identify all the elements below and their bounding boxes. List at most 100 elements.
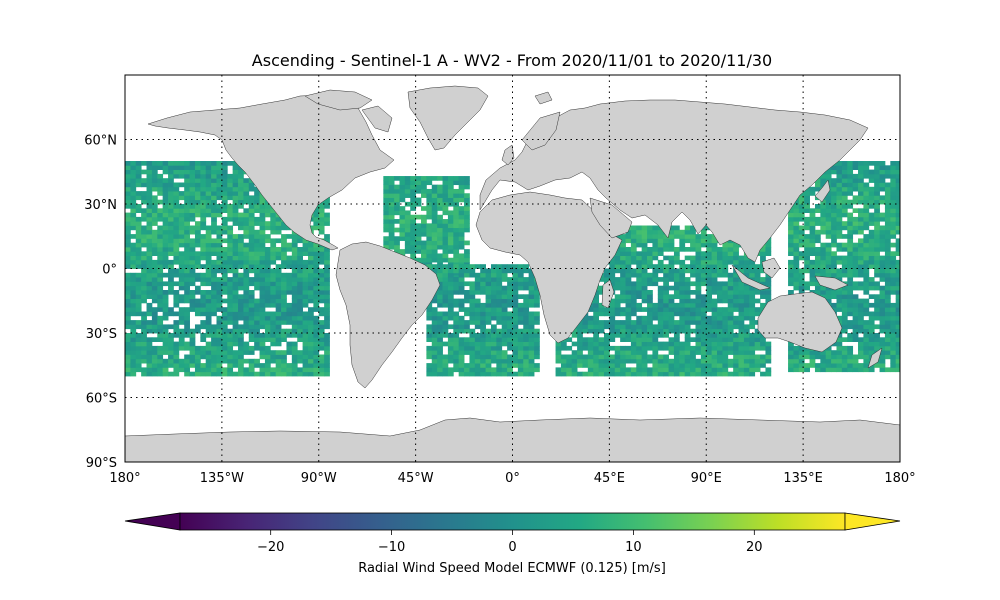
wind-speed-cell <box>679 234 686 239</box>
wind-speed-cell <box>264 337 271 342</box>
wind-speed-cell <box>507 371 513 377</box>
wind-speed-cell <box>211 285 217 291</box>
wind-speed-cell <box>125 350 131 355</box>
wind-speed-cell <box>388 197 395 203</box>
wind-speed-cell <box>227 277 234 282</box>
wind-speed-cell <box>297 294 303 299</box>
wind-speed-cell <box>625 367 632 373</box>
wind-speed-cell <box>663 285 669 291</box>
wind-speed-cell <box>184 315 190 321</box>
wind-speed-cell <box>809 208 816 213</box>
wind-speed-cell <box>895 199 900 205</box>
wind-speed-cell <box>259 234 266 239</box>
wind-speed-cell <box>291 264 298 269</box>
wind-speed-cell <box>404 227 411 233</box>
wind-speed-cell <box>275 229 282 235</box>
wind-speed-cell <box>135 307 142 312</box>
wind-speed-cell <box>442 324 449 330</box>
wind-speed-cell <box>157 367 164 373</box>
wind-speed-cell <box>668 247 675 252</box>
wind-speed-cell <box>679 238 686 244</box>
wind-speed-cell <box>130 169 137 175</box>
wind-speed-cell <box>410 240 417 246</box>
wind-speed-cell <box>189 186 196 192</box>
wind-speed-cell <box>636 363 643 368</box>
wind-speed-cell <box>146 161 153 166</box>
wind-speed-cell <box>141 234 147 239</box>
wind-speed-cell <box>318 259 325 265</box>
wind-speed-cell <box>151 234 158 239</box>
wind-speed-cell <box>523 315 530 321</box>
wind-speed-cell <box>895 341 900 347</box>
wind-speed-cell <box>625 315 632 321</box>
wind-speed-cell <box>636 350 643 355</box>
wind-speed-cell <box>700 311 707 317</box>
wind-speed-cell <box>684 320 691 325</box>
wind-speed-cell <box>749 277 756 282</box>
wind-speed-cell <box>178 204 185 209</box>
wind-speed-cell <box>657 264 664 269</box>
wind-speed-cell <box>173 199 180 205</box>
wind-speed-cell <box>647 238 653 244</box>
wind-speed-cell <box>625 272 632 278</box>
wind-speed-cell <box>254 358 260 364</box>
wind-speed-cell <box>464 311 470 317</box>
wind-speed-cell <box>157 251 164 256</box>
wind-speed-cell <box>216 229 223 235</box>
wind-speed-cell <box>831 354 837 360</box>
wind-speed-cell <box>684 225 691 231</box>
wind-speed-cell <box>189 182 196 188</box>
wind-speed-cell <box>194 264 201 269</box>
wind-speed-cell <box>243 311 250 317</box>
wind-speed-cell <box>738 341 745 347</box>
wind-speed-cell <box>453 311 460 317</box>
wind-speed-cell <box>157 182 164 188</box>
wind-speed-cell <box>141 290 147 295</box>
wind-speed-cell <box>480 311 486 317</box>
wind-speed-cell <box>863 216 870 222</box>
wind-speed-cell <box>884 204 891 209</box>
wind-speed-cell <box>884 191 891 196</box>
wind-speed-cell <box>534 298 540 304</box>
wind-speed-cell <box>200 178 207 183</box>
wind-speed-cell <box>874 191 880 196</box>
wind-speed-cell <box>760 247 766 252</box>
wind-speed-cell <box>884 290 891 295</box>
wind-speed-cell <box>711 272 718 278</box>
wind-speed-cell <box>254 264 260 269</box>
lon-tick-label: 45°W <box>398 471 434 486</box>
wind-speed-cell <box>690 264 696 269</box>
wind-speed-cell <box>307 264 314 269</box>
wind-speed-cell <box>722 315 729 321</box>
wind-speed-cell <box>652 350 659 355</box>
wind-speed-cell <box>841 259 848 265</box>
wind-speed-cell <box>135 298 142 304</box>
wind-speed-cell <box>275 311 282 317</box>
wind-speed-cell <box>453 193 460 198</box>
wind-speed-cell <box>630 345 637 351</box>
wind-speed-cell <box>318 255 325 261</box>
wind-speed-cell <box>211 371 217 377</box>
wind-speed-cell <box>281 255 287 261</box>
wind-speed-cell <box>485 281 492 287</box>
wind-speed-cell <box>657 311 664 317</box>
wind-speed-cell <box>141 277 147 282</box>
wind-speed-cell <box>868 173 875 179</box>
wind-speed-cell <box>211 363 217 368</box>
wind-speed-cell <box>141 178 147 183</box>
wind-speed-cell <box>858 186 864 192</box>
wind-speed-cell <box>668 242 675 248</box>
wind-speed-cell <box>874 212 880 218</box>
wind-speed-cell <box>464 371 470 377</box>
wind-speed-cell <box>630 229 637 235</box>
wind-speed-cell <box>221 345 228 351</box>
wind-speed-cell <box>847 320 854 325</box>
wind-speed-cell <box>421 206 427 211</box>
land-madagascar <box>601 279 615 309</box>
wind-speed-cell <box>577 337 583 342</box>
wind-speed-cell <box>847 259 854 265</box>
wind-speed-cell <box>603 307 610 312</box>
wind-speed-cell <box>227 345 234 351</box>
wind-speed-cell <box>125 345 131 351</box>
wind-speed-cell <box>743 345 750 351</box>
